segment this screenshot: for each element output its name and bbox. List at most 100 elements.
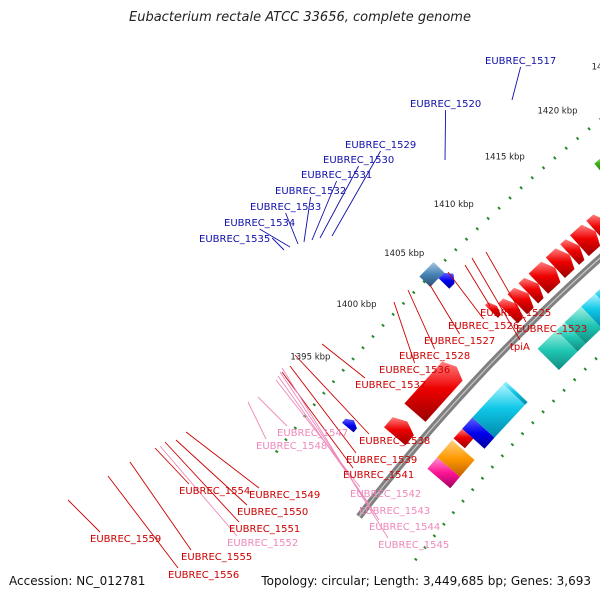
gene-feature[interactable] [437,440,475,477]
leader-line [447,271,484,320]
gene-feature[interactable] [507,287,534,315]
gene-label[interactable]: EUBREC_1552 [227,538,298,549]
gene-feature[interactable] [594,153,600,173]
gene-label[interactable]: EUBREC_1542 [350,489,421,500]
gene-label[interactable]: EUBREC_1528 [399,351,470,362]
leader-line [259,228,291,248]
leader-line [485,251,527,323]
gene-feature[interactable] [419,262,445,287]
tick-label: 1405 kbp [384,249,424,259]
leader-line [175,439,248,506]
gene-feature[interactable] [560,239,585,265]
gene-label[interactable]: EUBREC_1549 [249,490,320,501]
leader-line [67,499,101,533]
tick-label: 1410 kbp [434,200,474,210]
gene-feature[interactable] [556,322,586,352]
gene-label[interactable]: EUBREC_1526 [448,321,519,332]
gene-label[interactable]: EUBREC_1527 [424,336,495,347]
gene-label[interactable]: EUBREC_1535 [199,234,270,245]
gene-label[interactable]: tpiA [510,342,530,353]
leader-line [511,66,522,101]
gene-feature[interactable] [581,293,600,329]
gene-label[interactable]: EUBREC_1523 [516,324,587,335]
gene-label[interactable]: EUBREC_1548 [256,441,327,452]
gene-feature[interactable] [384,417,414,446]
tick-label: 1425 kbp [592,63,600,73]
leader-line [321,343,366,379]
gene-feature[interactable] [595,283,600,315]
gene-label[interactable]: EUBREC_1536 [379,365,450,376]
gene-feature[interactable] [485,302,501,318]
gene-label[interactable]: EUBREC_1544 [369,522,440,533]
gene-feature[interactable] [462,417,495,449]
gene-feature[interactable] [564,306,600,344]
gene-label[interactable]: EUBREC_1525 [480,308,551,319]
gene-feature[interactable] [472,384,525,438]
gene-feature[interactable] [570,224,600,257]
gene-label[interactable]: EUBREC_1554 [179,486,250,497]
gene-feature[interactable] [453,428,474,449]
gene-label[interactable]: EUBREC_1517 [485,56,556,67]
gene-feature[interactable] [404,361,463,422]
gene-label[interactable]: EUBREC_1539 [346,455,417,466]
gene-feature[interactable] [545,248,575,278]
gene-label[interactable]: EUBREC_1550 [237,507,308,518]
leader-line [331,150,381,237]
gene-feature[interactable] [537,330,578,370]
label-leader-lines [67,66,527,569]
gene-label[interactable]: EUBREC_1532 [275,186,346,197]
map-title: Eubacterium rectale ATCC 33656, complete… [129,10,471,25]
leader-line [311,180,338,241]
gene-label[interactable]: EUBREC_1541 [343,470,414,481]
gene-feature[interactable] [528,261,561,294]
gene-feature[interactable] [503,381,528,405]
gene-label[interactable]: EUBREC_1547 [277,428,348,439]
gene-label[interactable]: EUBREC_1551 [229,524,300,535]
leader-line [303,196,312,243]
length-text: Length: 3,449,685 bp [366,574,503,588]
leader-line [289,365,357,454]
leader-line [319,165,359,239]
gene-label[interactable]: EUBREC_1545 [378,540,449,551]
topology-summary: Topology: circularLength: 3,449,685 bpGe… [261,574,591,588]
leader-line [271,237,285,251]
gene-label[interactable]: EUBREC_1559 [90,534,161,545]
backbone-highlight [358,257,600,517]
gene-label[interactable]: EUBREC_1520 [410,99,481,110]
leader-line [185,431,260,489]
leader-line [464,264,491,307]
gene-label[interactable]: EUBREC_1533 [250,202,321,213]
leader-line [279,371,380,521]
leader-line [281,371,354,469]
leader-line [407,289,436,350]
leader-line [247,401,267,440]
gene-label[interactable]: EUBREC_1537 [355,380,426,391]
tick-label: 1400 kbp [336,300,376,310]
leader-line [164,441,240,523]
gene-label[interactable]: EUBREC_1531 [301,170,372,181]
gene-label[interactable]: EUBREC_1534 [224,218,295,229]
leader-line [257,396,288,427]
gene-count-text: Genes: 3,693 [503,574,591,588]
gene-feature[interactable] [438,272,455,289]
accession-text: Accession: NC_012781 [9,574,146,588]
tick-label: 1395 kbp [290,352,330,362]
leader-line [444,109,447,161]
leader-line [281,367,389,539]
tick-label: 1420 kbp [537,107,577,117]
gene-label[interactable]: EUBREC_1556 [168,570,239,581]
leader-line [129,461,192,551]
gene-feature[interactable] [427,457,460,489]
gene-label[interactable]: EUBREC_1529 [345,140,416,151]
leader-line [107,475,179,569]
leader-line [471,257,521,341]
gene-label[interactable]: EUBREC_1543 [359,506,430,517]
gene-label[interactable]: EUBREC_1538 [359,436,430,447]
tick-labels: 1395 kbp 1400 kbp 1405 kbp 1410 kbp 1415 kbp… [290,63,600,363]
gene-feature[interactable] [518,277,544,304]
gene-feature[interactable] [586,214,600,242]
gene-label[interactable]: EUBREC_1530 [323,155,394,166]
gene-feature[interactable] [342,418,357,433]
gene-label[interactable]: EUBREC_1555 [181,552,252,563]
leader-line [154,447,190,485]
